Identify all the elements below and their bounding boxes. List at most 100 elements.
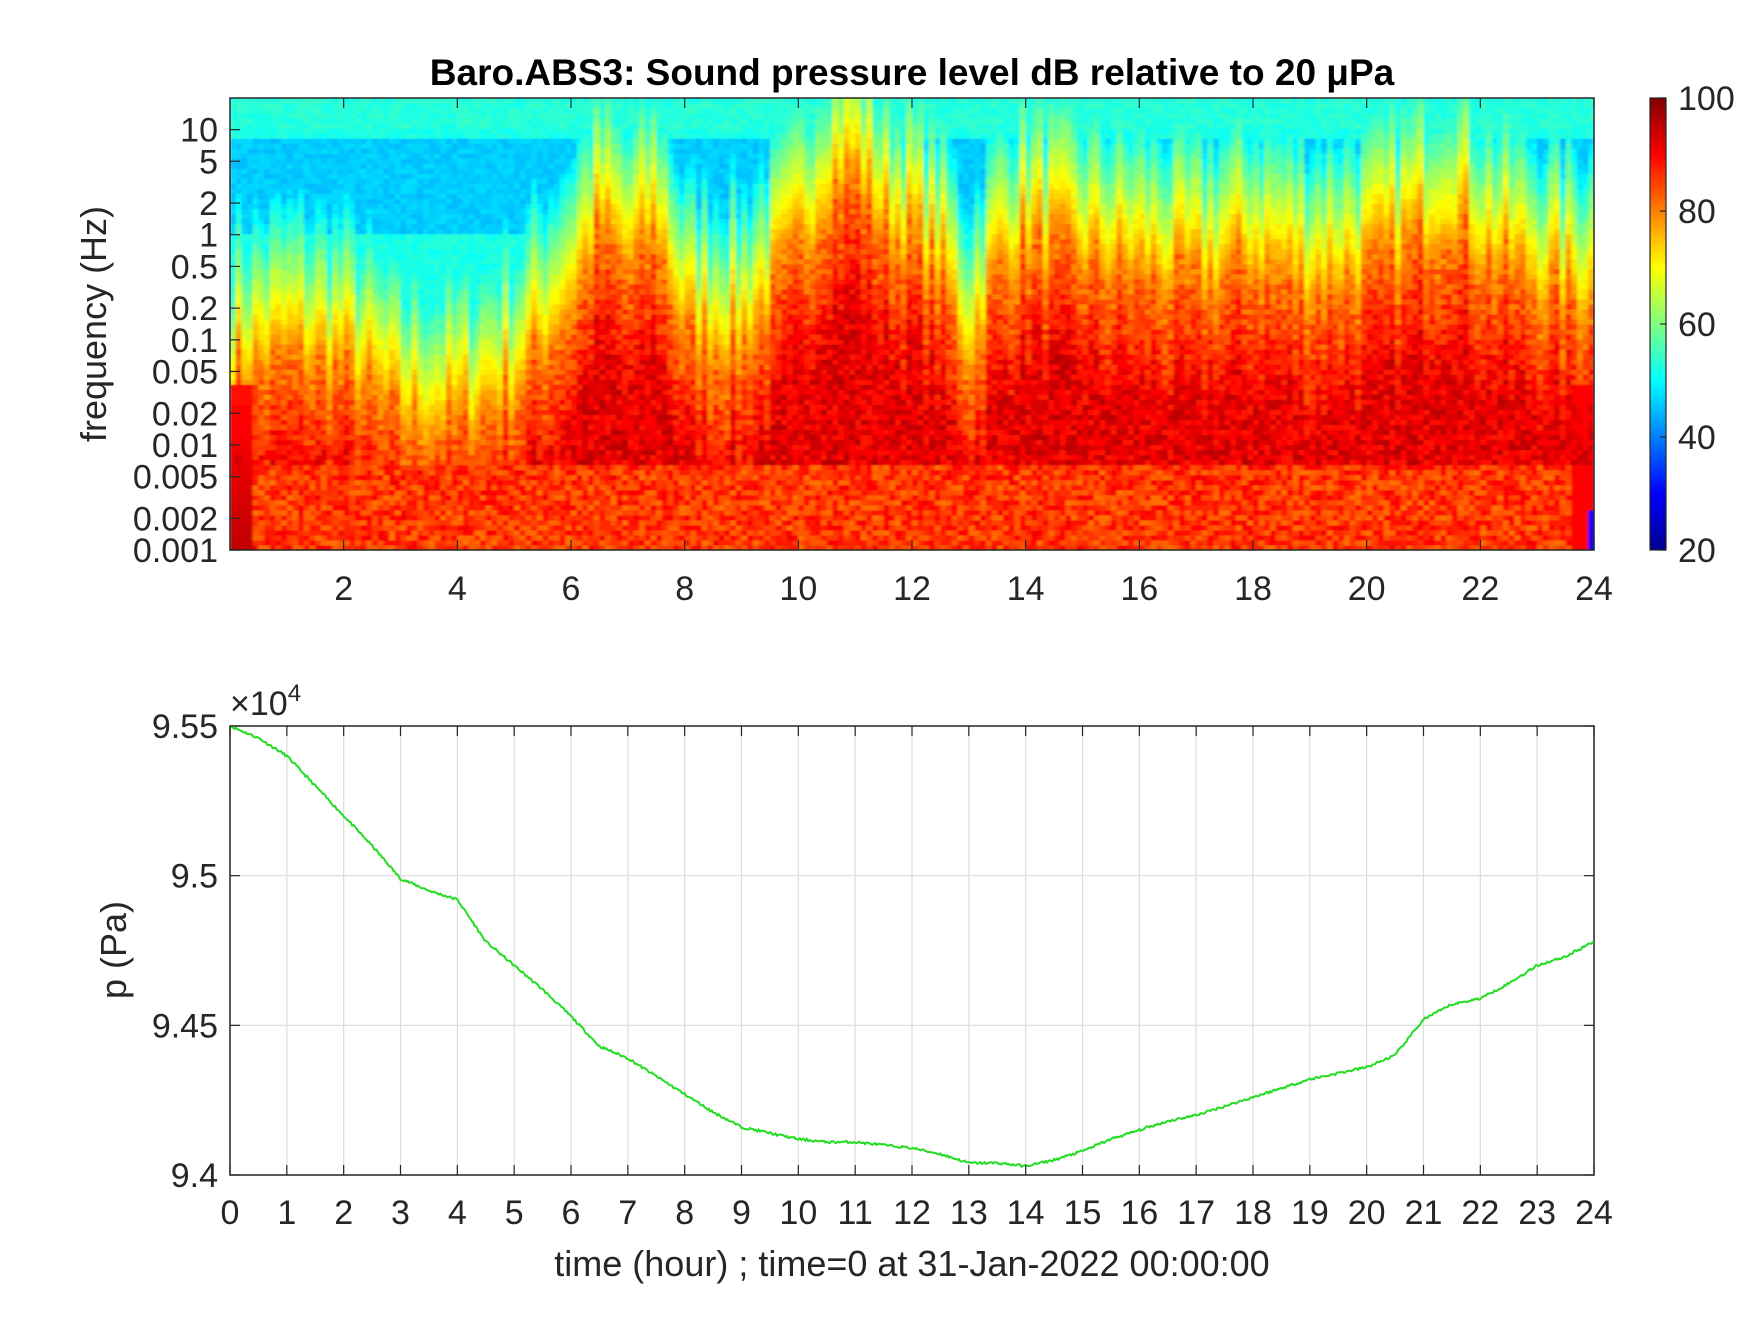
heatmap-cell bbox=[326, 539, 333, 546]
heatmap-cell bbox=[440, 454, 447, 461]
heatmap-cell bbox=[389, 364, 396, 370]
heatmap-cell bbox=[235, 163, 242, 169]
heatmap-cell bbox=[519, 454, 527, 461]
heatmap-cell bbox=[519, 419, 527, 426]
heatmap-cell bbox=[230, 288, 237, 295]
heatmap-cell bbox=[349, 384, 356, 390]
heatmap-cell bbox=[372, 293, 379, 300]
heatmap-cell bbox=[536, 308, 544, 315]
heatmap-cell bbox=[343, 108, 350, 114]
heatmap-cell bbox=[320, 399, 328, 405]
heatmap-cell bbox=[514, 384, 521, 390]
heatmap-cell bbox=[468, 414, 475, 421]
heatmap-cell bbox=[332, 459, 339, 466]
heatmap-cell bbox=[406, 153, 413, 159]
heatmap-cell bbox=[423, 539, 430, 546]
heatmap-cell bbox=[451, 519, 458, 526]
heatmap-cell bbox=[536, 318, 544, 325]
heatmap-cell bbox=[406, 534, 413, 541]
heatmap-cell bbox=[372, 223, 379, 230]
heatmap-cell bbox=[406, 514, 413, 521]
heatmap-cell bbox=[286, 178, 294, 184]
heatmap-cell bbox=[468, 334, 475, 340]
heatmap-cell bbox=[320, 258, 328, 265]
heatmap-cell bbox=[514, 524, 521, 531]
heatmap-cell bbox=[247, 183, 254, 189]
heatmap-cell bbox=[292, 233, 299, 240]
heatmap-cell bbox=[315, 524, 322, 531]
heatmap-cell bbox=[480, 213, 487, 220]
heatmap-cell bbox=[440, 524, 447, 531]
heatmap-cell bbox=[337, 193, 345, 200]
heatmap-cell bbox=[508, 173, 515, 179]
heatmap-cell bbox=[252, 459, 260, 466]
heatmap-cell bbox=[445, 484, 453, 491]
heatmap-cell bbox=[457, 514, 464, 521]
heatmap-cell bbox=[531, 228, 538, 235]
heatmap-cell bbox=[536, 349, 544, 355]
heatmap-cell bbox=[502, 248, 510, 255]
heatmap-cell bbox=[434, 524, 441, 531]
heatmap-cell bbox=[355, 123, 362, 129]
heatmap-cell bbox=[389, 128, 396, 134]
heatmap-cell bbox=[372, 183, 379, 189]
heatmap-cell bbox=[275, 494, 282, 501]
heatmap-cell bbox=[286, 519, 294, 526]
heatmap-cell bbox=[485, 429, 493, 436]
heatmap-cell bbox=[531, 273, 538, 280]
heatmap-cell bbox=[230, 419, 237, 426]
heatmap-cell bbox=[355, 514, 362, 521]
heatmap-cell bbox=[258, 253, 265, 260]
heatmap-cell bbox=[315, 218, 322, 225]
heatmap-cell bbox=[417, 479, 424, 486]
heatmap-cell bbox=[286, 168, 294, 174]
heatmap-cell bbox=[502, 534, 510, 541]
heatmap-cell bbox=[502, 434, 510, 441]
heatmap-cell bbox=[320, 173, 328, 179]
heatmap-cell bbox=[230, 113, 237, 119]
heatmap-cell bbox=[457, 313, 464, 320]
heatmap-cell bbox=[531, 278, 538, 285]
heatmap-cell bbox=[508, 238, 515, 245]
heatmap-cell bbox=[269, 223, 277, 230]
heatmap-cell bbox=[514, 409, 521, 415]
heatmap-cell bbox=[241, 379, 248, 385]
heatmap-cell bbox=[320, 128, 328, 134]
heatmap-cell bbox=[463, 303, 470, 310]
heatmap-cell bbox=[451, 143, 458, 149]
heatmap-cell bbox=[303, 479, 311, 486]
heatmap-cell bbox=[491, 218, 498, 225]
heatmap-cell bbox=[337, 449, 345, 456]
heatmap-cell bbox=[445, 308, 453, 315]
heatmap-cell bbox=[275, 123, 282, 129]
heatmap-cell bbox=[315, 98, 322, 104]
heatmap-cell bbox=[286, 203, 294, 210]
heatmap-cell bbox=[434, 384, 441, 390]
heatmap-cell bbox=[230, 529, 237, 536]
heatmap-cell bbox=[337, 459, 345, 466]
heatmap-cell bbox=[411, 349, 419, 355]
heatmap-cell bbox=[247, 534, 254, 541]
heatmap-cell bbox=[519, 123, 527, 129]
heatmap-cell bbox=[434, 424, 441, 431]
heatmap-cell bbox=[514, 459, 521, 466]
heatmap-cell bbox=[275, 424, 282, 431]
heatmap-cell bbox=[497, 354, 504, 360]
heatmap-cell bbox=[406, 369, 413, 375]
heatmap-cell bbox=[292, 324, 299, 330]
heatmap-cell bbox=[508, 288, 515, 295]
heatmap-cell bbox=[326, 409, 333, 415]
heatmap-cell bbox=[451, 324, 458, 330]
heatmap-cell bbox=[315, 128, 322, 134]
heatmap-cell bbox=[531, 208, 538, 215]
heatmap-cell bbox=[428, 278, 436, 285]
heatmap-cell bbox=[440, 329, 447, 335]
heatmap-cell bbox=[275, 298, 282, 305]
heatmap-cell bbox=[491, 534, 498, 541]
heatmap-cell bbox=[457, 349, 464, 355]
heatmap-cell bbox=[230, 308, 237, 315]
heatmap-cell bbox=[423, 283, 430, 290]
heatmap-cell bbox=[332, 349, 339, 355]
heatmap-cell bbox=[241, 263, 248, 270]
heatmap-cell bbox=[536, 374, 544, 380]
